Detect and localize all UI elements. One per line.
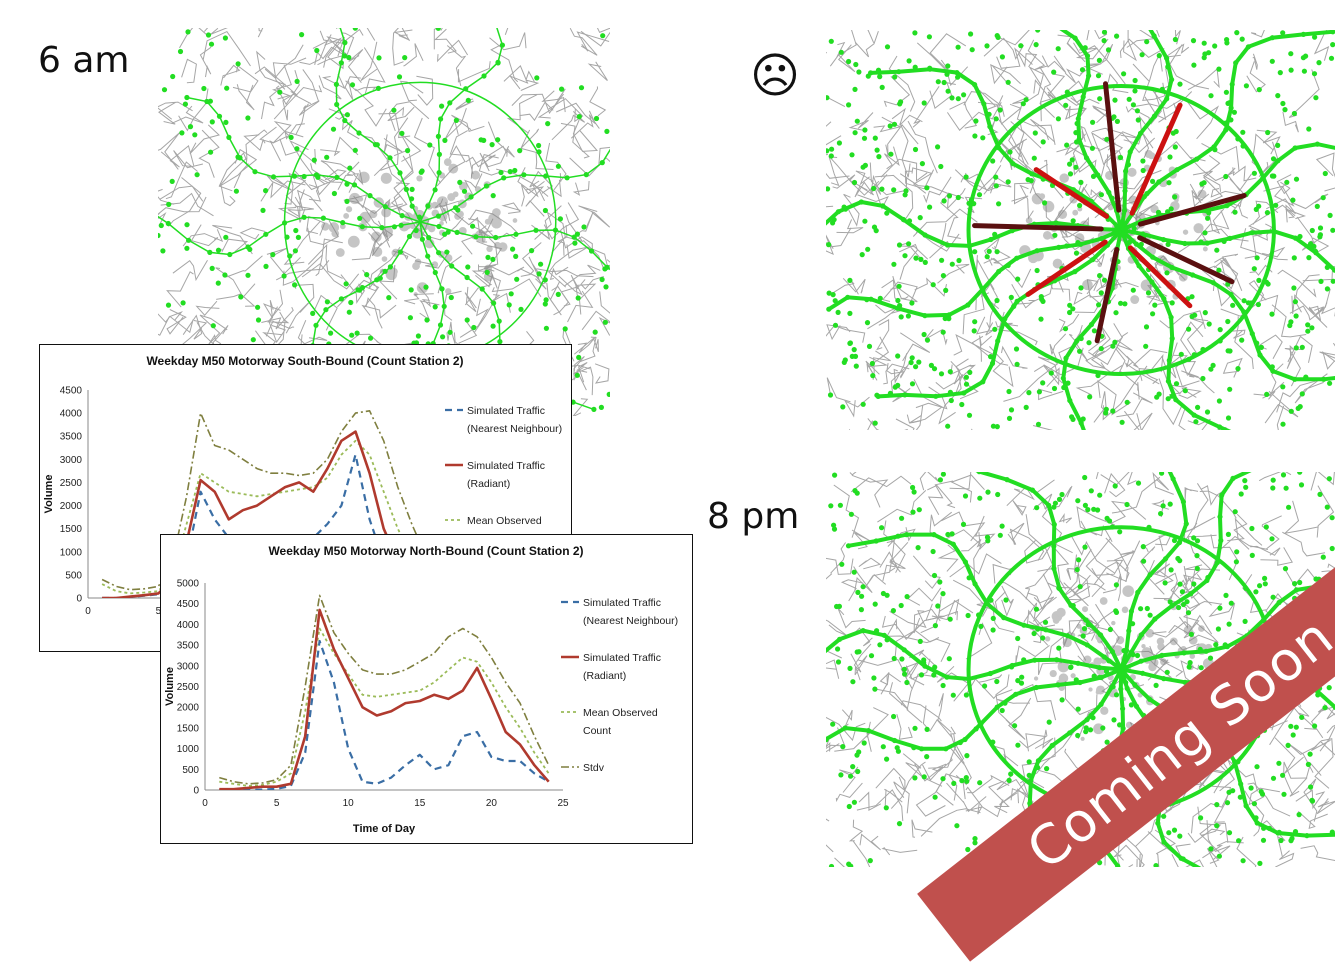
y-tick-label: 4500 <box>177 599 200 610</box>
y-tick-label: 4000 <box>177 620 200 631</box>
x-tick-label: 0 <box>85 606 91 617</box>
y-tick-label: 2500 <box>60 478 83 489</box>
x-axis-label: Time of Day <box>353 823 416 835</box>
y-tick-label: 4000 <box>60 409 83 420</box>
sad-face-icon: ☹ <box>750 52 800 100</box>
legend-label: Simulated Traffic <box>467 405 545 417</box>
series-line <box>219 610 548 789</box>
chart-northbound: Weekday M50 Motorway North-Bound (Count … <box>160 534 693 844</box>
y-tick-label: 5000 <box>177 579 200 590</box>
legend-label: Simulated Traffic <box>467 460 545 472</box>
series-line <box>219 629 548 786</box>
legend-label: Mean Observed <box>467 515 542 527</box>
y-tick-label: 3000 <box>177 661 200 672</box>
y-axis-label: Volume <box>43 475 55 514</box>
y-tick-label: 2000 <box>177 703 200 714</box>
y-axis-label: Volume <box>164 667 176 706</box>
road-network-map <box>826 30 1335 430</box>
legend-label: (Nearest Neighbour) <box>467 423 562 435</box>
x-tick-label: 20 <box>486 798 498 809</box>
y-tick-label: 3000 <box>60 455 83 466</box>
legend-label: Simulated Traffic <box>583 652 661 664</box>
y-tick-label: 0 <box>193 786 199 797</box>
y-tick-label: 3500 <box>177 641 200 652</box>
time-label-6am: 6 am <box>38 40 129 81</box>
legend-label: (Radiant) <box>583 670 626 682</box>
series-line <box>219 595 548 783</box>
y-tick-label: 1500 <box>177 723 200 734</box>
chart-title: Weekday M50 Motorway North-Bound (Count … <box>268 544 583 558</box>
y-tick-label: 500 <box>182 765 199 776</box>
chart-title: Weekday M50 Motorway South-Bound (Count … <box>146 354 463 368</box>
legend-label: Simulated Traffic <box>583 597 661 609</box>
y-tick-label: 3500 <box>60 432 83 443</box>
legend-label: (Nearest Neighbour) <box>583 615 678 627</box>
y-tick-label: 2000 <box>60 501 83 512</box>
map-peak-congestion <box>826 30 1335 430</box>
legend-label: Stdv <box>583 762 605 774</box>
x-tick-label: 10 <box>343 798 355 809</box>
y-tick-label: 1000 <box>60 547 83 558</box>
y-tick-label: 4500 <box>60 386 83 397</box>
time-label-8pm: 8 pm <box>707 496 799 537</box>
x-tick-label: 15 <box>414 798 426 809</box>
y-tick-label: 1000 <box>177 744 200 755</box>
y-tick-label: 2500 <box>177 682 200 693</box>
y-tick-label: 1500 <box>60 524 83 535</box>
legend-label: Count <box>583 725 611 737</box>
urban-area <box>321 158 517 296</box>
x-tick-label: 5 <box>274 798 280 809</box>
legend-label: Mean Observed <box>583 707 658 719</box>
x-tick-label: 25 <box>557 798 569 809</box>
legend-label: (Radiant) <box>467 478 510 490</box>
y-tick-label: 0 <box>76 594 82 605</box>
y-tick-label: 500 <box>65 570 82 581</box>
x-tick-label: 0 <box>202 798 208 809</box>
